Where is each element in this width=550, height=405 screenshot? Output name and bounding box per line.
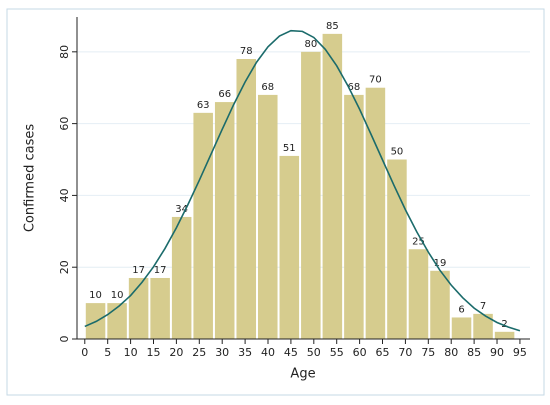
value-label: 50 — [391, 147, 404, 158]
x-tick-label: 15 — [146, 346, 160, 359]
bar — [279, 155, 300, 339]
bar — [387, 159, 407, 339]
value-label: 80 — [304, 39, 317, 50]
x-tick-label: 75 — [421, 346, 435, 359]
value-label: 19 — [434, 258, 447, 269]
value-label: 68 — [348, 82, 361, 93]
normal-curve — [84, 29, 521, 332]
x-tick-label: 25 — [192, 346, 206, 359]
bar — [193, 112, 213, 339]
value-label: 17 — [132, 265, 145, 276]
x-tick-label: 60 — [353, 346, 367, 359]
x-tick-label: 10 — [124, 346, 138, 359]
x-tick-label: 85 — [467, 346, 481, 359]
figure-frame — [6, 8, 545, 396]
x-tick-label: 5 — [104, 346, 111, 359]
x-tick-label: 0 — [81, 346, 88, 359]
x-tick-label: 40 — [261, 346, 275, 359]
bar — [322, 33, 343, 339]
value-label: 2 — [501, 319, 507, 330]
bar — [171, 216, 192, 339]
value-label: 10 — [111, 290, 124, 301]
value-label: 25 — [412, 236, 425, 247]
x-tick-label: 30 — [215, 346, 229, 359]
x-tick-label: 45 — [284, 346, 298, 359]
bar — [473, 313, 493, 339]
value-label: 85 — [326, 21, 339, 32]
y-tick-label: 0 — [58, 336, 71, 343]
value-label: 66 — [218, 89, 231, 100]
value-label: 17 — [154, 265, 167, 276]
x-tick-label: 95 — [513, 346, 527, 359]
bar — [430, 270, 450, 339]
x-tick-label: 65 — [376, 346, 390, 359]
x-axis-title: Age — [290, 367, 315, 382]
value-label: 34 — [175, 204, 188, 215]
bar — [365, 87, 386, 339]
y-tick-label: 80 — [58, 45, 71, 59]
y-axis-title: Confirmed cases — [23, 124, 38, 233]
x-tick-label: 80 — [444, 346, 458, 359]
y-tick-label: 20 — [58, 260, 71, 274]
bar — [128, 277, 149, 339]
y-tick-label: 40 — [58, 188, 71, 202]
bar — [236, 59, 257, 339]
value-label: 68 — [261, 82, 274, 93]
value-label: 7 — [480, 301, 486, 312]
bar — [214, 102, 235, 339]
bar — [301, 51, 321, 339]
x-tick-label: 20 — [169, 346, 183, 359]
bar — [451, 317, 472, 339]
x-tick-label: 35 — [238, 346, 252, 359]
bar — [258, 94, 278, 340]
x-tick-label: 50 — [307, 346, 321, 359]
value-label: 6 — [458, 304, 464, 315]
bar — [150, 277, 170, 339]
y-tick-label: 60 — [58, 117, 71, 131]
x-tick-label: 55 — [330, 346, 344, 359]
value-label: 63 — [197, 100, 210, 111]
value-label: 51 — [283, 143, 296, 154]
value-label: 70 — [369, 75, 382, 86]
x-tick-label: 70 — [398, 346, 412, 359]
bar — [344, 94, 364, 340]
value-label: 78 — [240, 46, 253, 57]
bar — [408, 249, 429, 339]
value-label: 10 — [89, 290, 102, 301]
bar — [494, 331, 515, 339]
x-tick-label: 90 — [490, 346, 504, 359]
